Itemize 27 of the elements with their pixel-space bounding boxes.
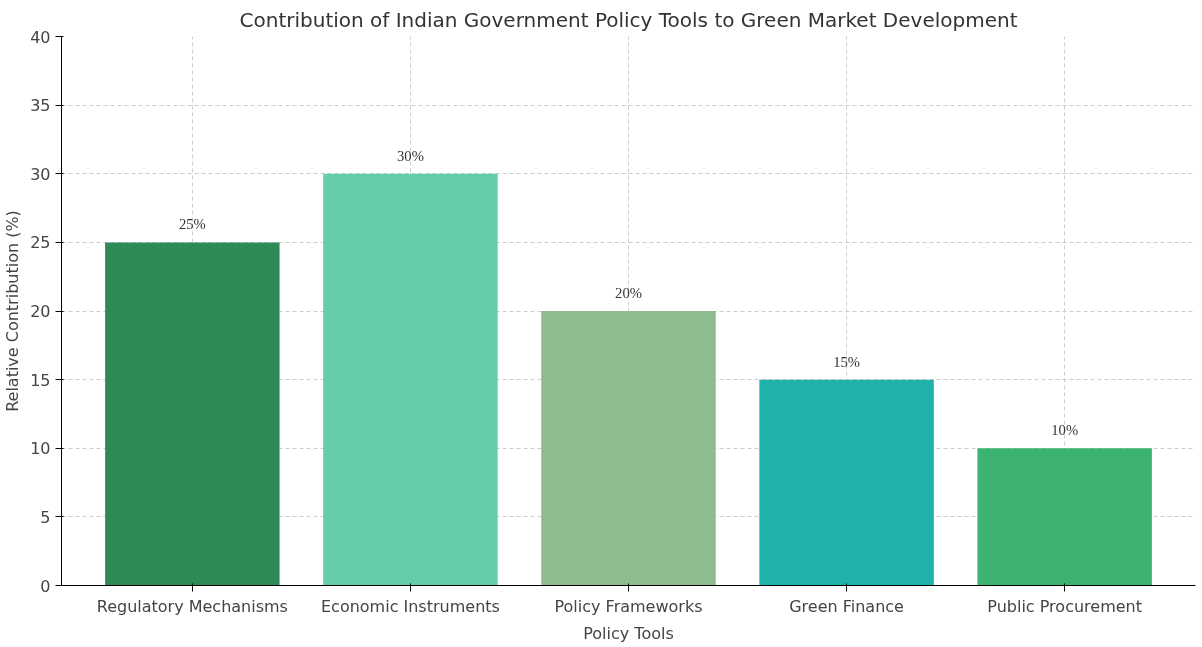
- x-axis-title: Policy Tools: [583, 623, 674, 643]
- bar: [541, 311, 716, 586]
- bar: [323, 173, 498, 586]
- data-label: 10%: [1051, 422, 1079, 439]
- bar: [977, 448, 1152, 586]
- y-axis-title: Relative Contribution (%): [3, 210, 23, 412]
- y-tick-label: 30: [30, 164, 51, 184]
- y-tick-label: 35: [30, 96, 51, 116]
- x-tick-label: Green Finance: [789, 596, 904, 616]
- bar: [105, 242, 280, 586]
- y-tick-label: 5: [40, 507, 51, 527]
- x-tick-label: Policy Frameworks: [554, 596, 703, 616]
- data-label: 15%: [833, 353, 861, 370]
- x-tick-label: Public Procurement: [987, 596, 1142, 616]
- y-tick-label: 15: [30, 370, 51, 390]
- data-label: 25%: [178, 216, 206, 233]
- x-tick-label: Economic Instruments: [320, 596, 500, 616]
- data-label: 30%: [396, 147, 424, 164]
- x-tick-label: Regulatory Mechanisms: [96, 596, 288, 616]
- chart-title: Contribution of Indian Government Policy Tools to Green Market Development: [239, 7, 1018, 32]
- y-tick-label: 25: [30, 233, 51, 253]
- data-label: 20%: [615, 285, 642, 301]
- y-tick-label: 10: [30, 439, 51, 459]
- bar: [759, 379, 934, 586]
- y-tick-label: 0: [40, 576, 51, 596]
- y-tick-label: 20: [30, 302, 51, 321]
- y-tick-label: 40: [30, 27, 51, 47]
